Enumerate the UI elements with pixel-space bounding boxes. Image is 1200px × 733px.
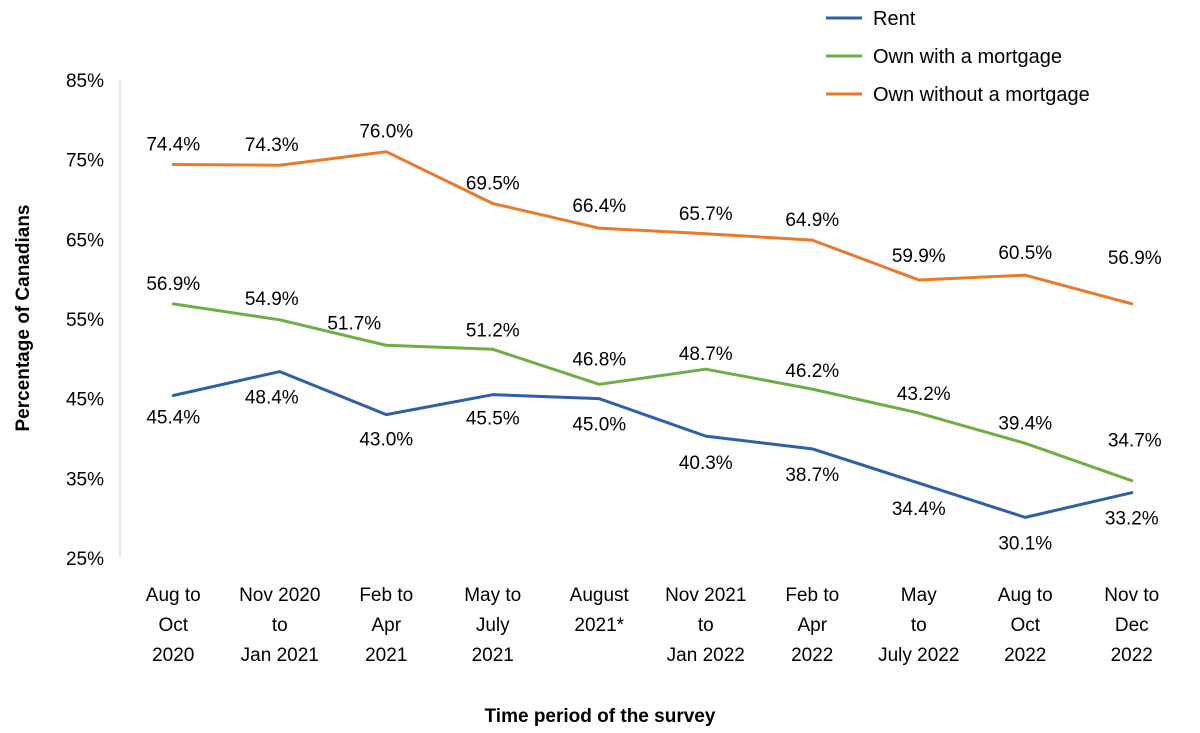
x-tick-label: to xyxy=(698,615,714,636)
data-label: 74.3% xyxy=(245,135,299,156)
data-label: 66.4% xyxy=(572,196,626,217)
data-label: 40.3% xyxy=(679,453,733,474)
data-label: 51.7% xyxy=(327,313,381,334)
legend-label: Own with a mortgage xyxy=(873,46,1062,68)
data-label: 34.4% xyxy=(892,499,946,520)
data-label: 48.7% xyxy=(679,344,733,365)
x-tick-label: Apr xyxy=(797,615,827,636)
series-line xyxy=(171,370,1134,519)
x-tick-label: 2022 xyxy=(1004,645,1046,666)
data-label: 51.2% xyxy=(466,320,520,341)
data-label: 30.1% xyxy=(998,533,1052,554)
data-label: 38.7% xyxy=(785,465,839,486)
data-label: 60.5% xyxy=(998,243,1052,264)
data-label: 43.2% xyxy=(897,384,951,405)
series-line xyxy=(171,150,1134,306)
x-tick-label: Jan 2022 xyxy=(667,645,745,666)
data-label: 39.4% xyxy=(998,413,1052,434)
x-tick-label: 2021 xyxy=(472,645,514,666)
x-tick-label: July xyxy=(476,615,510,636)
data-label: 54.9% xyxy=(245,289,299,310)
x-tick-label: July 2022 xyxy=(878,645,959,666)
data-label: 76.0% xyxy=(359,122,413,143)
x-tick-label: August xyxy=(570,585,630,606)
x-tick-label: Oct xyxy=(158,615,188,636)
x-tick-label: May xyxy=(901,585,937,606)
y-tick-label: 65% xyxy=(66,230,104,251)
data-label: 46.8% xyxy=(572,349,626,370)
x-tick-label: Feb to xyxy=(785,585,839,606)
data-label: 45.4% xyxy=(146,407,200,428)
x-tick-label: Jan 2021 xyxy=(241,645,319,666)
data-label: 34.7% xyxy=(1108,431,1162,452)
x-tick-label: Apr xyxy=(371,615,401,636)
data-label: 45.0% xyxy=(572,415,626,436)
y-tick-label: 75% xyxy=(66,151,104,172)
x-tick-label: Aug to xyxy=(998,585,1053,606)
y-axis-title: Percentage of Canadians xyxy=(13,204,34,431)
y-tick-label: 25% xyxy=(66,549,104,570)
y-tick-label: 85% xyxy=(66,71,104,92)
data-label: 46.2% xyxy=(785,361,839,382)
legend-label: Rent xyxy=(873,8,916,30)
x-tick-label: 2021* xyxy=(574,615,624,636)
x-tick-label: Oct xyxy=(1010,615,1040,636)
x-tick-label: to xyxy=(911,615,927,636)
data-label: 65.7% xyxy=(679,204,733,225)
data-label: 56.9% xyxy=(1108,248,1162,269)
data-label: 48.4% xyxy=(245,388,299,409)
x-tick-label: Nov to xyxy=(1104,585,1159,606)
data-label: 33.2% xyxy=(1105,509,1159,530)
x-tick-label: Nov 2021 xyxy=(665,585,746,606)
x-tick-label: to xyxy=(272,615,288,636)
x-tick-label: 2020 xyxy=(152,645,194,666)
data-label: 45.5% xyxy=(466,409,520,430)
x-tick-label: Aug to xyxy=(146,585,201,606)
legend-label: Own without a mortgage xyxy=(873,84,1090,106)
data-label: 64.9% xyxy=(785,210,839,231)
x-tick-label: Feb to xyxy=(359,585,413,606)
data-label: 43.0% xyxy=(359,430,413,451)
y-tick-label: 35% xyxy=(66,469,104,490)
x-axis-title: Time period of the survey xyxy=(485,706,716,727)
data-label: 69.5% xyxy=(466,173,520,194)
data-label: 74.4% xyxy=(146,134,200,155)
x-tick-label: Nov 2020 xyxy=(239,585,320,606)
x-tick-label: Dec xyxy=(1115,615,1149,636)
y-tick-label: 45% xyxy=(66,390,104,411)
series-line xyxy=(171,302,1134,483)
data-label: 59.9% xyxy=(892,246,946,267)
x-tick-label: May to xyxy=(464,585,521,606)
x-tick-label: 2022 xyxy=(1111,645,1153,666)
x-tick-label: 2021 xyxy=(365,645,407,666)
y-tick-label: 55% xyxy=(66,310,104,331)
x-tick-label: 2022 xyxy=(791,645,833,666)
data-label: 56.9% xyxy=(146,274,200,295)
